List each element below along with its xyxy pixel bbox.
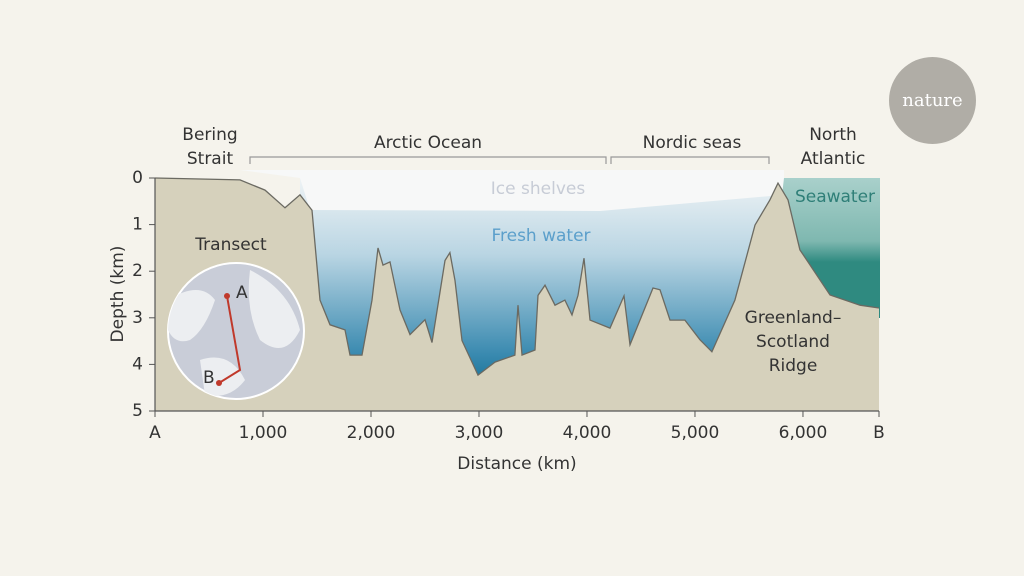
- seafloor-line: [154, 177, 880, 377]
- point: [216, 380, 222, 386]
- annotation: Seawater: [794, 187, 876, 207]
- y-tick-label: 5: [132, 401, 143, 421]
- annotation: Fresh water: [491, 226, 591, 246]
- x-tick-label: 4,000: [563, 423, 612, 443]
- point: [224, 293, 230, 299]
- x-tick-label: 2,000: [347, 423, 396, 443]
- x-tick-label: 5,000: [671, 423, 720, 443]
- y-tick-label: 0: [132, 168, 143, 188]
- ice-shelves: [240, 170, 784, 211]
- annotation: Bering Strait: [182, 125, 238, 169]
- x-tick-label: 3,000: [455, 423, 504, 443]
- seafloor-area: [155, 178, 879, 411]
- brackets: [249, 156, 770, 164]
- logo: nature: [889, 57, 976, 144]
- inset-start: A: [236, 283, 248, 303]
- y-tick-label: 2: [132, 261, 143, 281]
- x-tick-label: B: [873, 423, 885, 443]
- x-tick-label: A: [149, 423, 161, 443]
- annotation: Nordic seas: [642, 133, 742, 153]
- bracket: [610, 156, 770, 164]
- bracket: [249, 156, 607, 164]
- annotation: Ice shelves: [490, 179, 586, 199]
- land: [168, 270, 300, 396]
- y-tick-label: 3: [132, 308, 143, 328]
- annotation: Arctic Ocean: [373, 133, 483, 153]
- inset-map: A B Transect: [167, 235, 305, 400]
- inset-title: Transect: [194, 235, 267, 255]
- annotation: North Atlantic: [800, 125, 866, 169]
- y-axis-label: Depth (km): [108, 246, 128, 343]
- y-tick-label: 1: [132, 215, 143, 235]
- annotation: Greenland–Scotland Ridge: [744, 308, 842, 376]
- transect-line: [218, 295, 242, 384]
- x-axis-label: Distance (km): [457, 454, 576, 474]
- x-tick-label: 1,000: [239, 423, 288, 443]
- inset-end: B: [203, 368, 215, 388]
- x-tick-label: 6,000: [779, 423, 828, 443]
- y-tick-label: 4: [132, 354, 143, 374]
